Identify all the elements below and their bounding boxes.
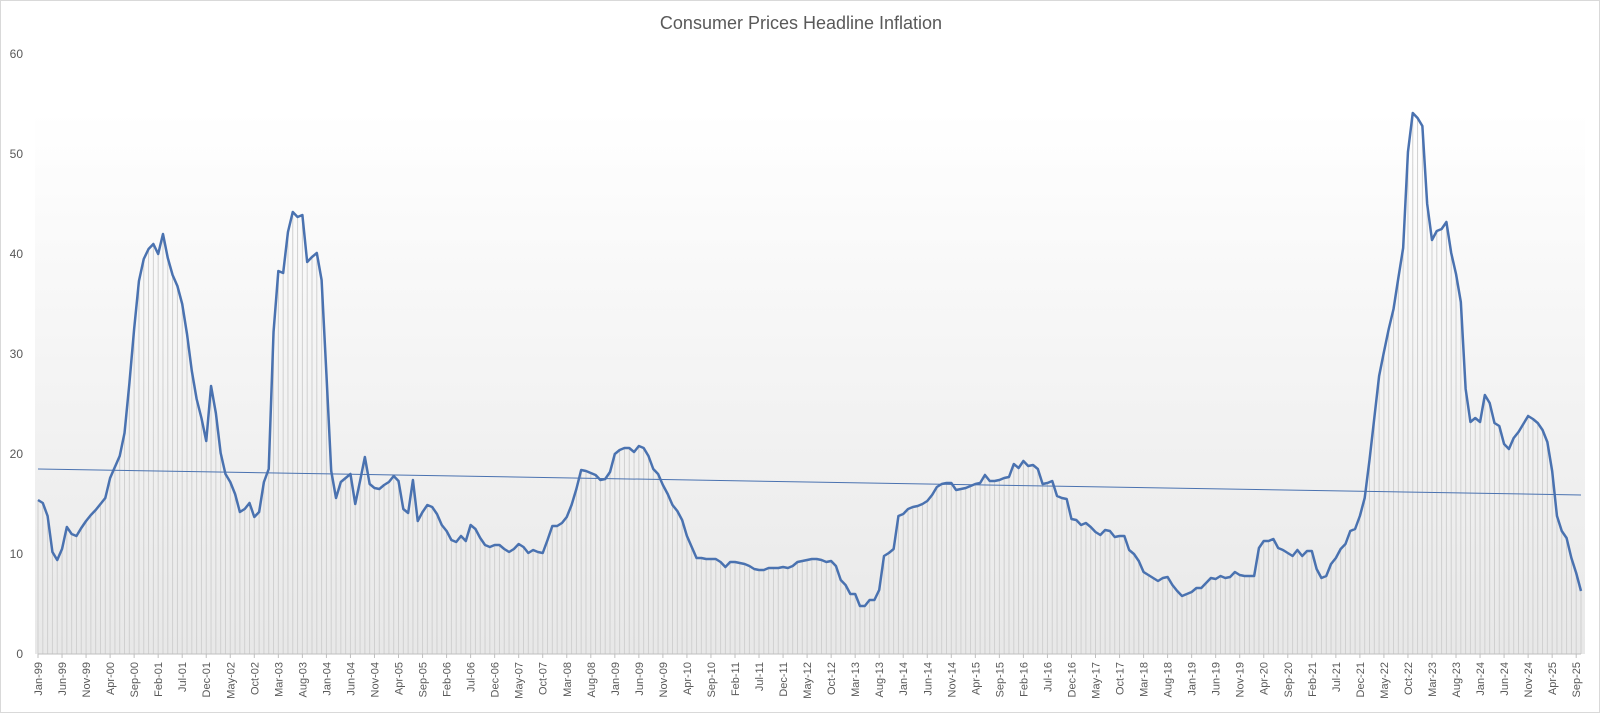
x-tick-label: Aug-08	[586, 662, 598, 697]
y-axis: 0 10 20 30 40 50 60	[10, 47, 24, 661]
y-tick-label: 20	[10, 447, 24, 461]
x-tick-label: Jul-01	[177, 662, 189, 692]
x-tick-label: Oct-22	[1403, 662, 1415, 695]
x-tick-label: Apr-10	[682, 662, 694, 695]
x-tick-label: Oct-17	[1115, 662, 1127, 695]
x-tick-label: Jul-21	[1331, 662, 1343, 692]
x-tick-label: Sep-20	[1283, 662, 1295, 697]
x-tick-label: Apr-15	[970, 662, 982, 695]
x-tick-label: Nov-04	[369, 662, 381, 697]
x-tick-label: Oct-02	[249, 662, 261, 695]
x-tick-label: Feb-11	[730, 662, 742, 696]
x-tick-label: Oct-07	[538, 662, 550, 695]
x-tick-label: Sep-00	[129, 662, 141, 697]
trendline-line	[37, 468, 1582, 496]
area-fill	[37, 113, 1582, 654]
x-tick-label: May-17	[1091, 662, 1103, 699]
x-tick-label: Jun-04	[345, 662, 357, 696]
x-tick-label: Mar-08	[562, 662, 574, 697]
y-tick-label: 50	[10, 147, 24, 161]
x-tick-label: Feb-06	[442, 662, 454, 697]
x-tick-label: Nov-19	[1235, 662, 1247, 697]
x-tick-label: Dec-21	[1355, 662, 1367, 697]
x-tick-label: May-12	[802, 662, 814, 699]
x-tick-label: Jul-11	[754, 662, 766, 691]
x-tick-label: Feb-21	[1307, 662, 1319, 697]
x-tick-label: Jun-99	[57, 662, 69, 696]
x-tick-label: Jan-09	[610, 662, 622, 696]
x-tick-label: Sep-10	[706, 662, 718, 697]
x-tick-label: Jan-19	[1187, 662, 1199, 696]
x-tick-label: Jun-09	[634, 662, 646, 696]
x-tick-label: May-07	[514, 662, 526, 699]
plot-background	[35, 111, 1585, 654]
y-tick-label: 10	[10, 547, 24, 561]
trendline	[37, 468, 1582, 496]
y-tick-label: 0	[16, 647, 23, 661]
x-tick-label: Jan-04	[321, 662, 333, 696]
x-tick-label: Aug-13	[874, 662, 886, 697]
x-tick-label: Apr-00	[105, 662, 117, 695]
y-tick-label: 30	[10, 347, 24, 361]
x-tick-label: Aug-03	[297, 662, 309, 697]
x-tick-label: Jun-24	[1499, 662, 1511, 696]
y-tick-label: 40	[10, 247, 24, 261]
x-tick-label: Jul-16	[1042, 662, 1054, 692]
chart-title: Consumer Prices Headline Inflation	[659, 13, 943, 33]
x-tick-label: Dec-06	[490, 662, 502, 697]
x-tick-label: Jan-14	[898, 662, 910, 696]
x-tick-label: Aug-18	[1163, 662, 1175, 697]
x-axis: Jan-99 Jun-99 Nov-99 Apr-00 Sep-00 Feb-01 Jul-…	[33, 653, 1583, 699]
x-tick-label: Feb-16	[1018, 662, 1030, 697]
x-tick-label: Jan-99	[33, 662, 45, 696]
series-path	[37, 111, 1583, 608]
x-tick-label: Jun-19	[1211, 662, 1223, 696]
x-tick-label: Sep-05	[418, 662, 430, 697]
x-tick-label: May-22	[1379, 662, 1391, 699]
x-tick-label: Dec-16	[1066, 662, 1078, 697]
x-tick-label: Jan-24	[1475, 662, 1487, 696]
x-tick-label: Apr-20	[1259, 662, 1271, 695]
x-tick-label: Nov-09	[658, 662, 670, 697]
x-tick-label: Mar-13	[850, 662, 862, 697]
x-tick-label: Jun-14	[922, 662, 934, 696]
y-tick-label: 60	[10, 47, 24, 61]
x-tick-label: Dec-01	[201, 662, 213, 697]
x-tick-label: Nov-14	[946, 662, 958, 697]
x-tick-label: May-02	[225, 662, 237, 699]
x-tick-label: Dec-11	[778, 662, 790, 697]
x-tick-label: Mar-23	[1427, 662, 1439, 697]
x-tick-label: Sep-15	[994, 662, 1006, 697]
x-tick-label: Apr-05	[394, 662, 406, 695]
x-tick-label: Nov-99	[81, 662, 93, 697]
x-tick-label: Apr-25	[1547, 662, 1559, 695]
x-tick-label: Mar-03	[273, 662, 285, 697]
x-tick-label: Jul-06	[466, 662, 478, 692]
x-tick-label: Mar-18	[1139, 662, 1151, 697]
x-tick-label: Feb-01	[153, 662, 165, 697]
x-tick-label: Aug-23	[1451, 662, 1463, 697]
series-line	[37, 111, 1583, 608]
x-tick-label: Sep-25	[1571, 662, 1583, 697]
x-tick-label: Nov-24	[1523, 662, 1535, 697]
x-tick-label: Oct-12	[826, 662, 838, 695]
